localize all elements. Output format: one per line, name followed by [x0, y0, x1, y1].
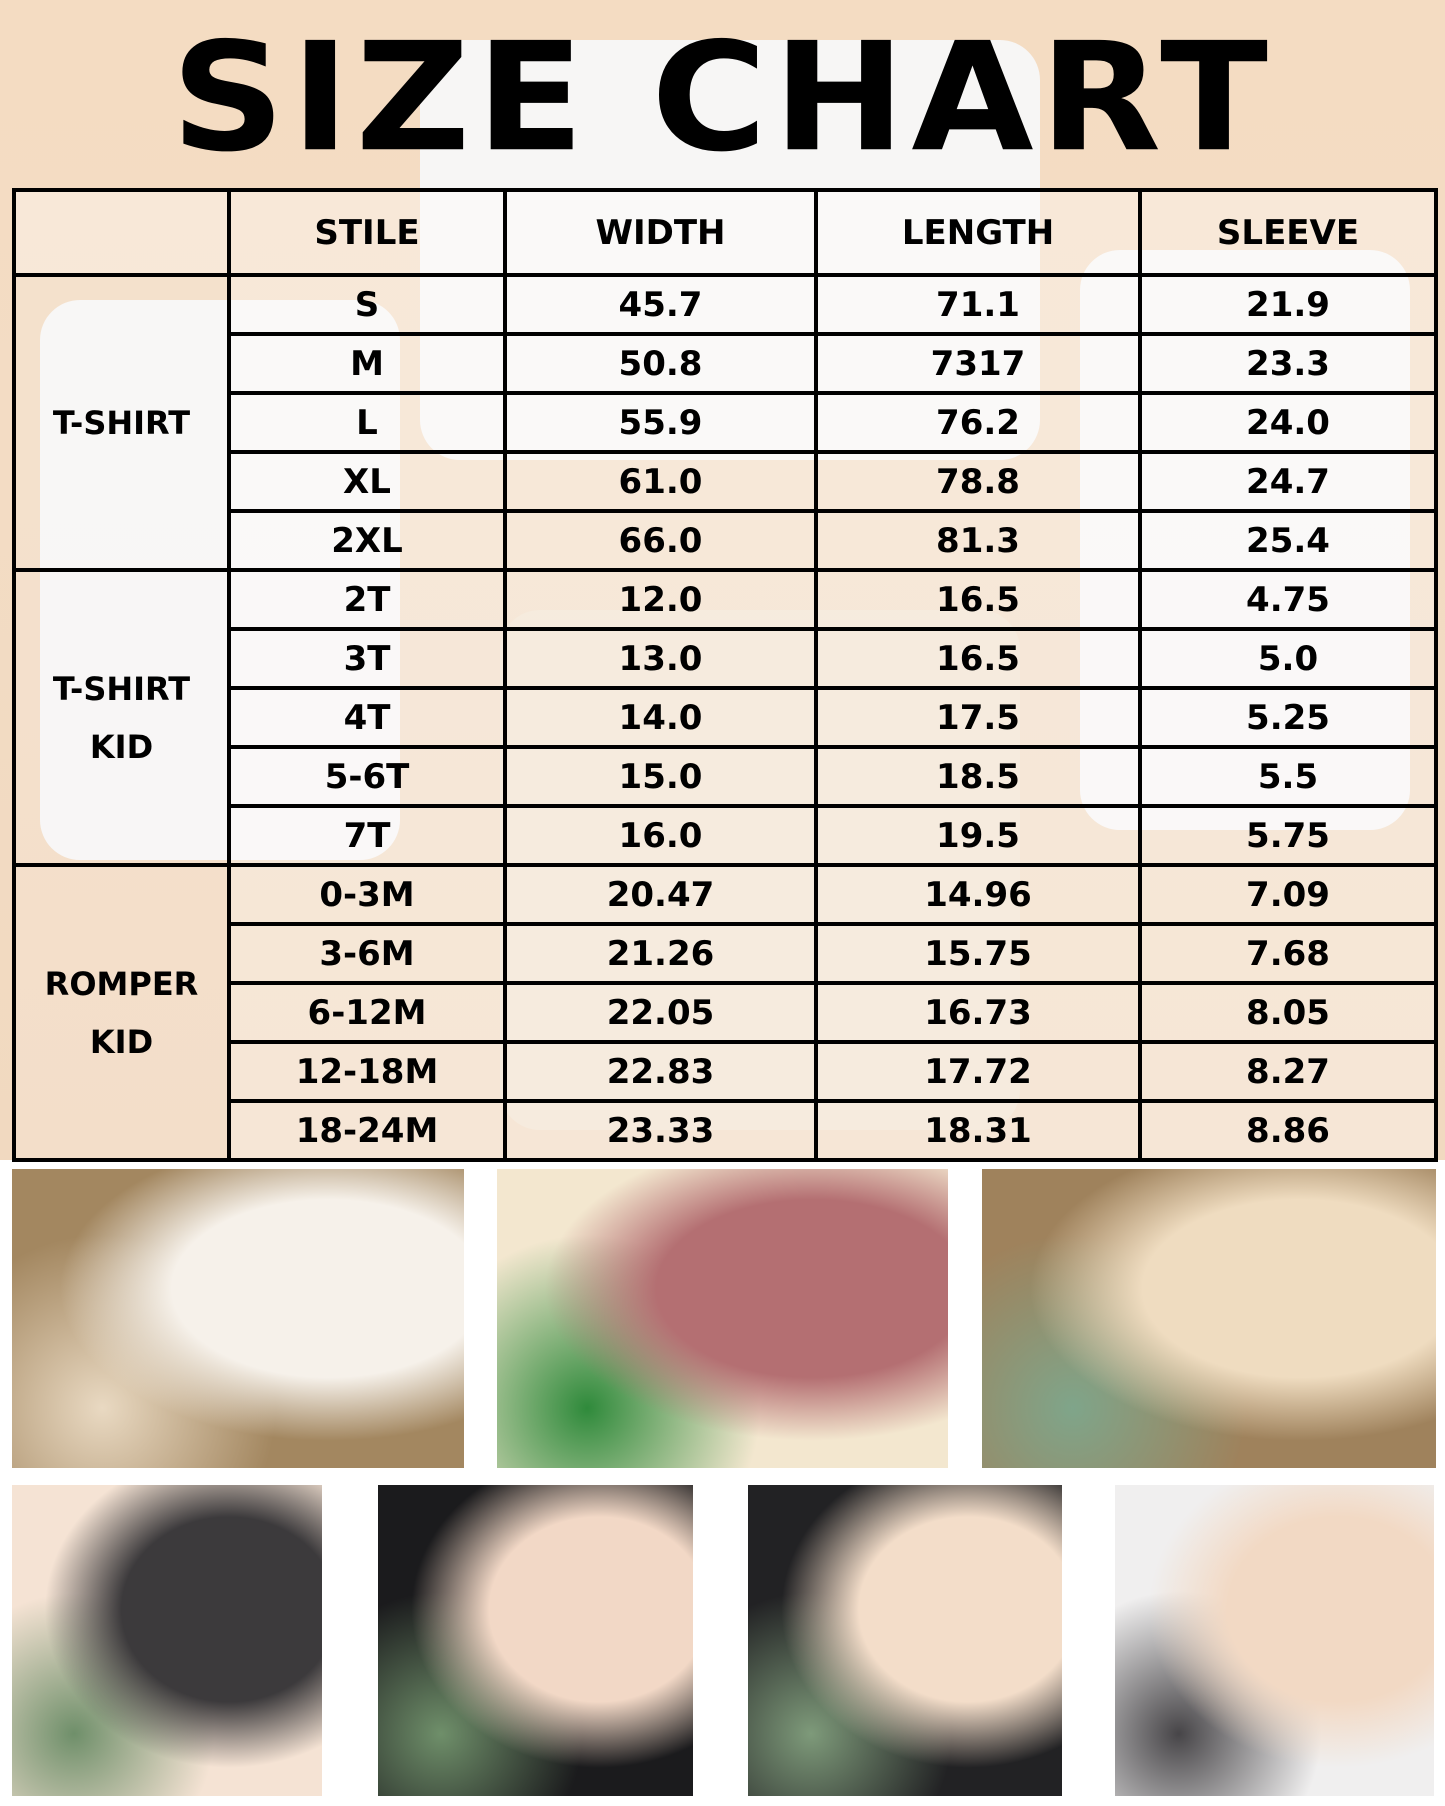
width-cell: 22.83 — [503, 1040, 818, 1103]
header-cell — [12, 188, 231, 277]
width-cell: 13.0 — [503, 627, 818, 690]
table-row: 12-18M 22.83 17.72 8.27 — [14, 1040, 1438, 1103]
width-cell: 16.0 — [503, 804, 818, 867]
table-row: M 50.8 7317 23.3 — [14, 332, 1438, 395]
sleeve-cell: 5.75 — [1138, 804, 1438, 867]
sleeve-cell: 5.25 — [1138, 686, 1438, 749]
table-row: 3T 13.0 16.5 5.0 — [14, 627, 1438, 690]
length-cell: 17.5 — [814, 686, 1142, 749]
length-cell: 18.31 — [814, 1099, 1142, 1162]
table-row: T-SHIRT S 45.7 71.1 21.9 — [12, 273, 1438, 572]
header-row: STILE WIDTH LENGTH SLEEVE — [12, 188, 1438, 277]
size-cell: 12-18M — [227, 1040, 507, 1103]
sleeve-cell: 23.3 — [1138, 332, 1438, 395]
size-cell: 3-6M — [227, 922, 507, 985]
sleeve-cell: 5.5 — [1138, 745, 1438, 808]
table-row: T-SHIRT KID 2T 12.0 16.5 4.75 — [12, 568, 1438, 867]
width-cell: 15.0 — [503, 745, 818, 808]
size-chart-panel: SIZE CHART STILE WIDTH LENGTH SLEEVE T-S… — [0, 0, 1445, 1162]
width-cell: 50.8 — [503, 332, 818, 395]
header-cell: LENGTH — [814, 188, 1142, 277]
table-row: 6-12M 22.05 16.73 8.05 — [14, 981, 1438, 1044]
photo-eucalyptus-4 — [1115, 1485, 1434, 1796]
width-cell: 22.05 — [503, 981, 818, 1044]
sleeve-cell: 24.0 — [1138, 391, 1438, 454]
width-cell: 23.33 — [503, 1099, 818, 1162]
sleeve-cell: 24.7 — [1138, 450, 1438, 513]
sleeve-cell: 4.75 — [1138, 568, 1438, 631]
size-cell: M — [227, 332, 507, 395]
group-label-line: KID — [89, 727, 154, 766]
length-cell: 17.72 — [814, 1040, 1142, 1103]
width-cell: 45.7 — [503, 273, 818, 336]
size-cell: 2XL — [227, 509, 507, 572]
header-cell: WIDTH — [503, 188, 818, 277]
table-row: 3-6M 21.26 15.75 7.68 — [14, 922, 1438, 985]
header-cell: SLEEVE — [1138, 188, 1438, 277]
width-cell: 66.0 — [503, 509, 818, 572]
width-cell: 14.0 — [503, 686, 818, 749]
group-label-line: ROMPER — [44, 964, 199, 1003]
length-cell: 16.5 — [814, 568, 1142, 631]
sleeve-cell: 21.9 — [1138, 273, 1438, 336]
sleeve-cell: 7.09 — [1138, 863, 1438, 926]
length-cell: 16.5 — [814, 627, 1142, 690]
sleeve-cell: 8.86 — [1138, 1099, 1438, 1162]
group-label-line: T-SHIRT — [52, 403, 191, 442]
length-cell: 7317 — [814, 332, 1142, 395]
length-cell: 81.3 — [814, 509, 1142, 572]
length-cell: 15.75 — [814, 922, 1142, 985]
photo-beige-tshirt-rainbow — [982, 1169, 1436, 1468]
length-cell: 78.8 — [814, 450, 1142, 513]
size-cell: XL — [227, 450, 507, 513]
photo-eucalyptus-2 — [378, 1485, 693, 1796]
size-cell: 4T — [227, 686, 507, 749]
size-cell: S — [227, 273, 507, 336]
size-table: STILE WIDTH LENGTH SLEEVE T-SHIRT S 45.7 71… — [12, 188, 1438, 1162]
length-cell: 76.2 — [814, 391, 1142, 454]
size-cell: 5-6T — [227, 745, 507, 808]
table-row: L 55.9 76.2 24.0 — [14, 391, 1438, 454]
length-cell: 19.5 — [814, 804, 1142, 867]
sleeve-cell: 5.0 — [1138, 627, 1438, 690]
sleeve-cell: 7.68 — [1138, 922, 1438, 985]
size-cell: L — [227, 391, 507, 454]
width-cell: 21.26 — [503, 922, 818, 985]
length-cell: 14.96 — [814, 863, 1142, 926]
header-cell: STILE — [227, 188, 507, 277]
photo-rainbow-tshirt — [12, 1169, 464, 1468]
size-cell: 18-24M — [227, 1099, 507, 1162]
width-cell: 12.0 — [503, 568, 818, 631]
page-title: SIZE CHART — [171, 10, 1274, 186]
size-cell: 6-12M — [227, 981, 507, 1044]
table-row: 5-6T 15.0 18.5 5.5 — [14, 745, 1438, 808]
length-cell: 18.5 — [814, 745, 1142, 808]
width-cell: 20.47 — [503, 863, 818, 926]
sleeve-cell: 8.05 — [1138, 981, 1438, 1044]
photo-eucalyptus-1 — [12, 1485, 322, 1796]
width-cell: 61.0 — [503, 450, 818, 513]
photo-eucalyptus-3 — [748, 1485, 1062, 1796]
length-cell: 71.1 — [814, 273, 1142, 336]
size-cell: 0-3M — [227, 863, 507, 926]
table-row: XL 61.0 78.8 24.7 — [14, 450, 1438, 513]
table-row: 4T 14.0 17.5 5.25 — [14, 686, 1438, 749]
size-cell: 7T — [227, 804, 507, 867]
size-cell: 2T — [227, 568, 507, 631]
group-label-line: KID — [89, 1022, 154, 1061]
group-label-line: T-SHIRT — [52, 669, 191, 708]
sleeve-cell: 25.4 — [1138, 509, 1438, 572]
group-label: T-SHIRT KID — [12, 568, 231, 867]
width-cell: 55.9 — [503, 391, 818, 454]
sleeve-cell: 8.27 — [1138, 1040, 1438, 1103]
table-row: ROMPER KID 0-3M 20.47 14.96 7.09 — [12, 863, 1438, 1162]
table-row: 18-24M 23.33 18.31 8.86 — [14, 1099, 1438, 1162]
photo-rompers-shamrock — [497, 1169, 948, 1468]
length-cell: 16.73 — [814, 981, 1142, 1044]
table-row: 2XL 66.0 81.3 25.4 — [14, 509, 1438, 572]
table-row: 7T 16.0 19.5 5.75 — [14, 804, 1438, 867]
size-cell: 3T — [227, 627, 507, 690]
group-label: ROMPER KID — [12, 863, 231, 1162]
group-label: T-SHIRT — [12, 273, 231, 572]
